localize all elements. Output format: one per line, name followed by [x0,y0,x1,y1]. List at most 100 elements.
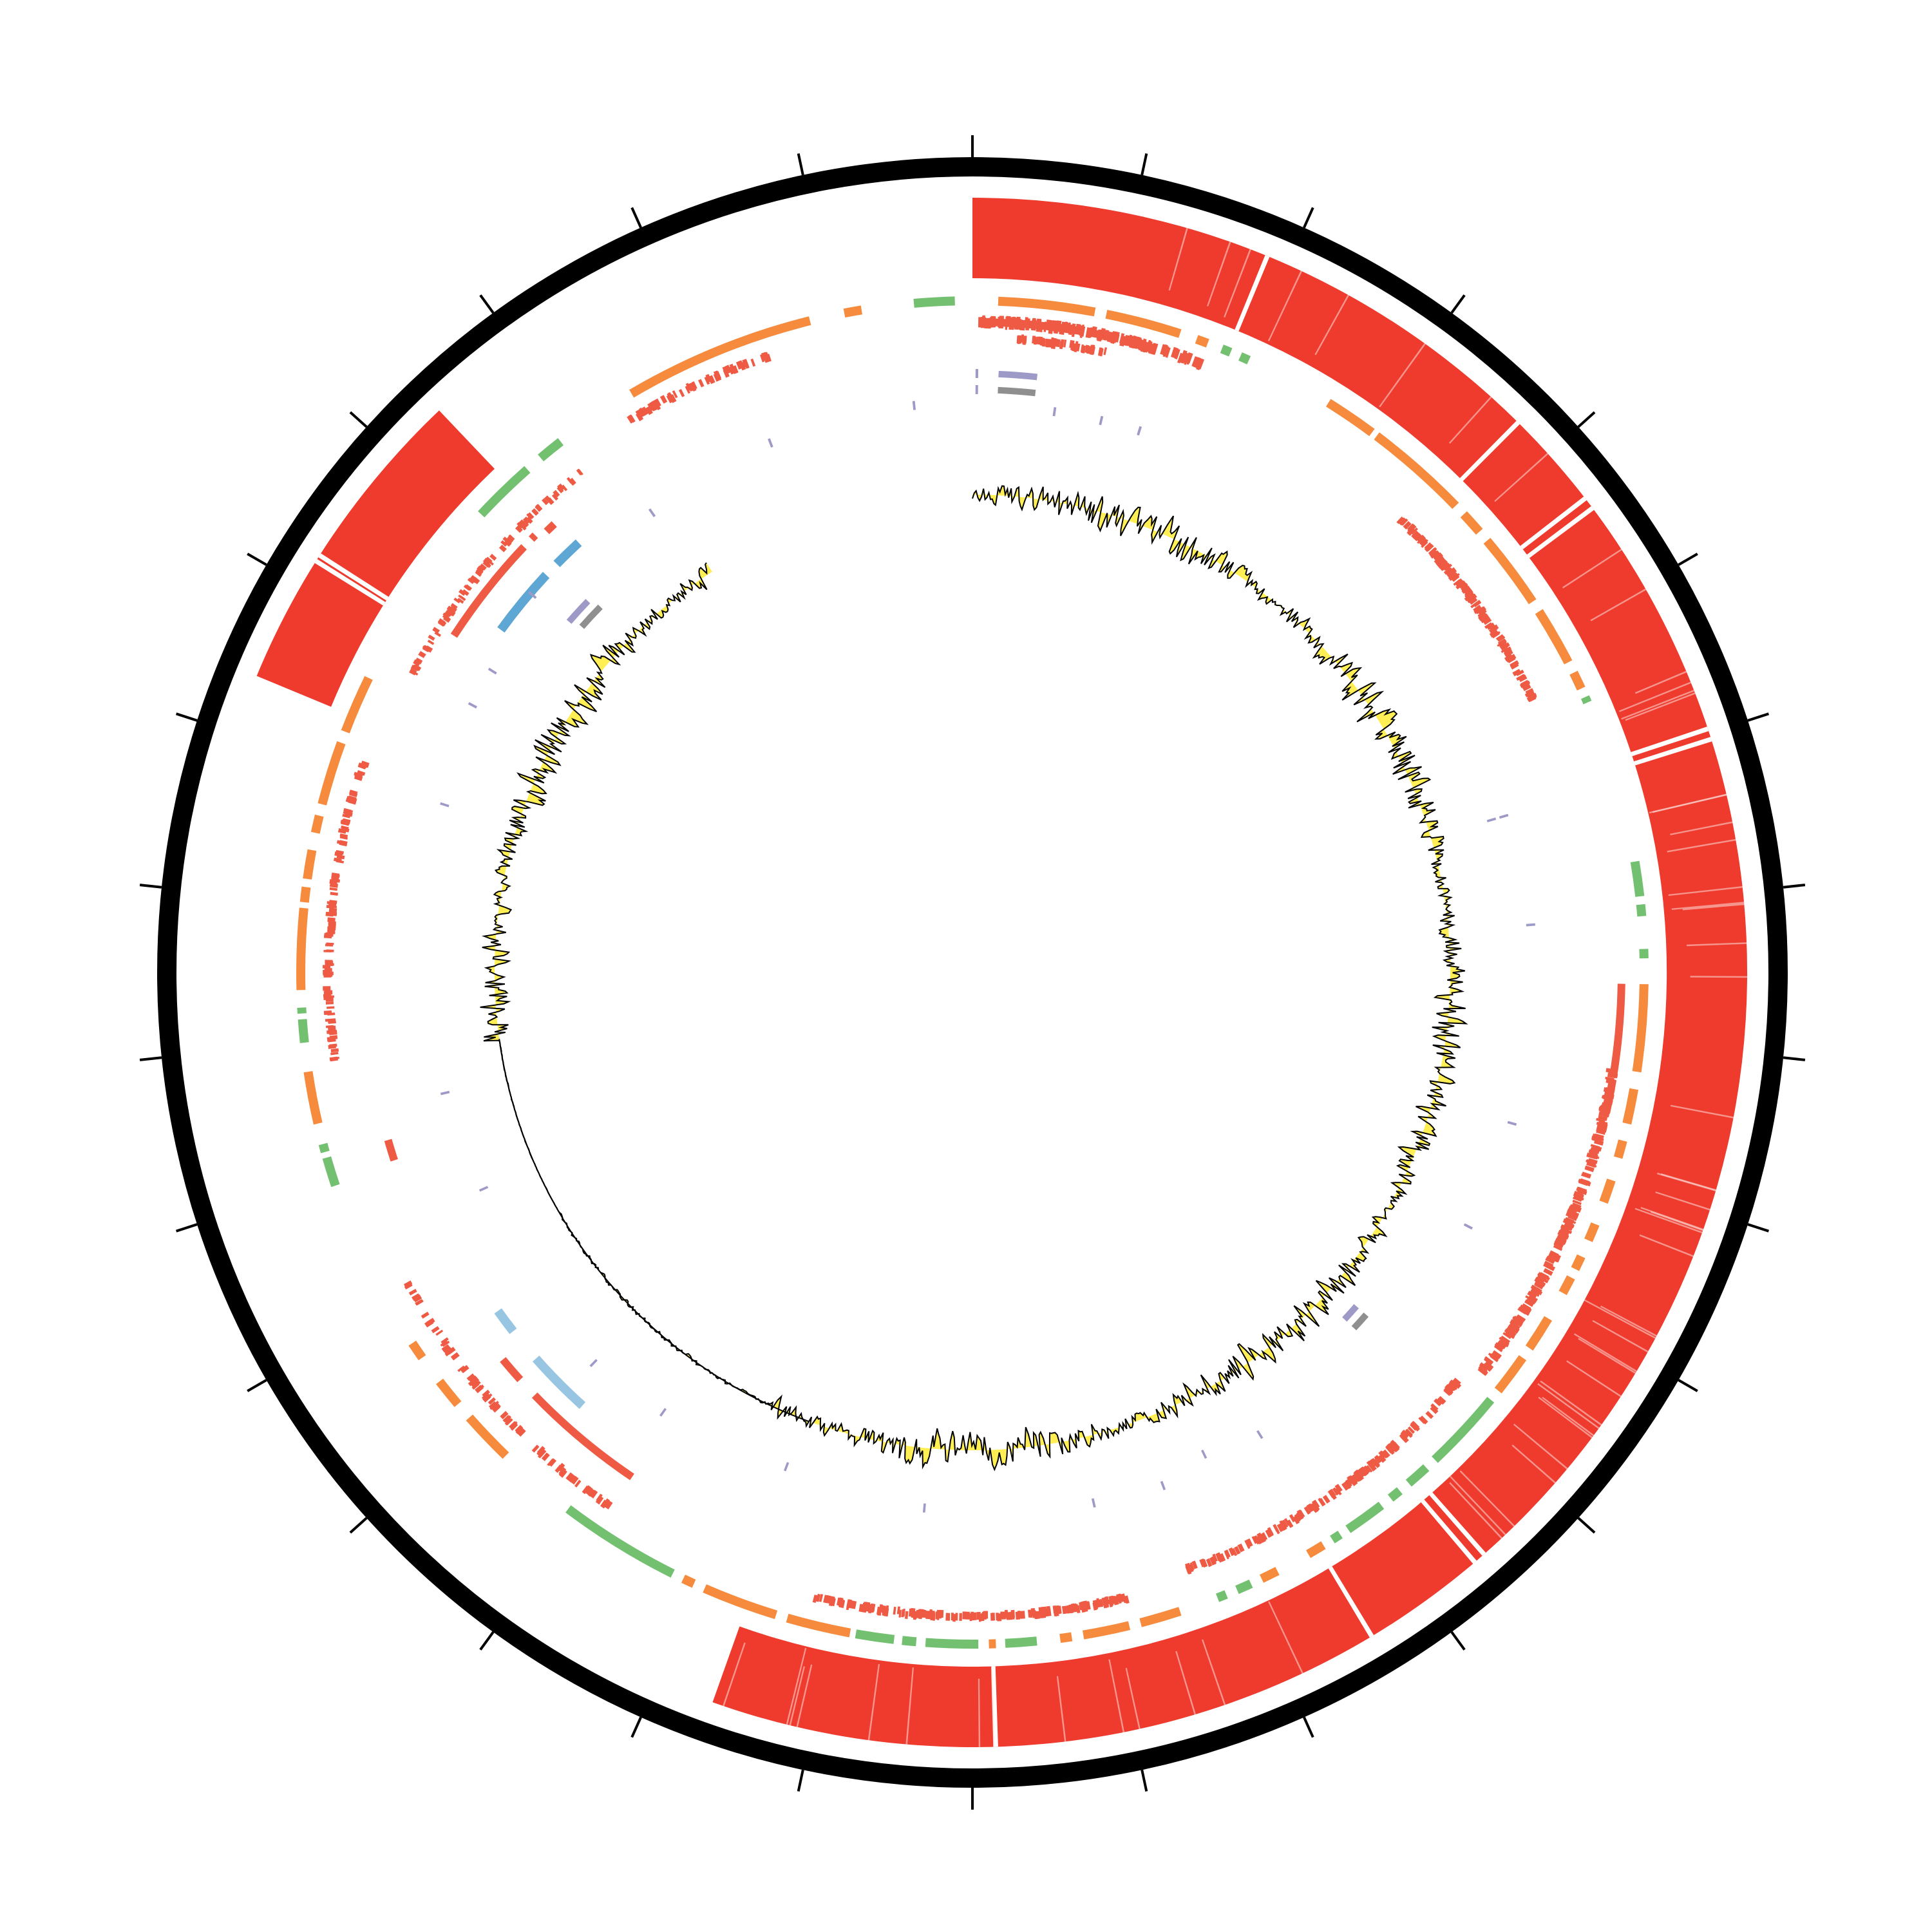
feature-tick [1128,336,1134,348]
feature-tick [1438,558,1446,566]
feature-tick [479,564,487,571]
identity-streak [1584,1299,1656,1339]
identity-streak [1448,396,1492,444]
feature-tick [1145,341,1152,353]
feature-tick [1497,1341,1506,1350]
feature-dash [1160,1481,1166,1490]
tick-mark [247,553,267,566]
feature-tick [1335,1487,1342,1495]
feature-tick [1533,1287,1543,1296]
feature-tick [460,1366,469,1373]
identity-streak [1621,690,1694,720]
feature-tick [1085,327,1092,338]
feature-tick [1234,1546,1241,1555]
feature-dash [784,1462,790,1472]
feature-dash [1099,415,1104,426]
feature-tick [1374,1455,1382,1464]
feature-tick [705,374,712,383]
tick-mark [1577,1517,1596,1534]
feature-tick [578,469,583,475]
tick-mark [1678,553,1698,566]
feature-tick [1195,357,1201,368]
identity-streak [867,1663,880,1741]
feature-tick [1289,1514,1296,1522]
feature-tick [666,394,674,404]
feature-tick [412,1293,420,1300]
feature-tick [349,791,358,797]
feature-tick [925,1611,931,1620]
identity-streak [1168,227,1188,291]
feature-tick [884,1608,889,1617]
feature-tick [1597,1128,1607,1133]
feature-tick [327,1029,336,1033]
feature-green [1216,1590,1228,1602]
feature-red [995,318,1084,336]
feature-tick [750,358,756,367]
feature-dash [440,1090,450,1095]
identity-streak [1682,903,1745,911]
feature-tick [1508,1323,1519,1332]
feature-tick [1437,1397,1444,1405]
tick-mark [1577,411,1596,428]
feature-tick [762,354,768,363]
feature-dash [659,1408,667,1417]
feature-tick [1084,345,1090,354]
feature-tick [1372,1459,1380,1468]
feature-tick [1475,607,1484,614]
feature-orange [466,1414,509,1459]
feature-green [1432,1397,1495,1463]
feature-tick [1515,1315,1525,1325]
feature-dash [1091,1498,1096,1508]
feature-tick [1430,551,1438,559]
tick-mark [175,712,198,722]
feature-tick [918,1611,923,1619]
feature-dash [768,438,773,448]
feature-tick [457,1365,465,1372]
skew-track [480,485,1468,1472]
identity-streak [1268,1601,1303,1674]
identity-streak [1449,1482,1502,1539]
feature-tick [1407,524,1416,532]
feature-tick [1273,1524,1279,1533]
feature-tick [324,968,332,972]
tick-mark [630,1716,642,1738]
feature-tick [504,1415,512,1423]
feature-tick [467,578,475,584]
identity-streak [1202,1639,1226,1705]
feature-tick [1099,348,1104,357]
feature-tick [1103,347,1107,355]
feature-tracks [296,296,1649,1649]
feature-tick [1382,1449,1390,1458]
feature-tick [1440,560,1448,567]
feature-tick [1545,1263,1555,1271]
feature-tick [408,1289,417,1296]
feature-tick [846,1602,850,1611]
tick-mark [139,884,162,889]
feature-tick [520,521,527,529]
feature-tick [471,1382,480,1390]
feature-tick [1191,356,1198,367]
identity-gap [1421,1499,1477,1564]
feature-tick [1096,1599,1103,1608]
feature-tick [627,415,634,424]
feature-tick [339,840,348,847]
feature-tick [952,1614,956,1622]
tick-mark [1450,1631,1466,1651]
feature-tick [654,402,661,410]
feature-tick [1407,1426,1415,1434]
feature-tick [972,1612,977,1620]
skew-line [480,485,1468,1472]
feature-tick [1191,1560,1198,1569]
feature-tick [955,1613,958,1621]
feature-tick [1063,339,1067,348]
feature-tick [1075,1605,1081,1613]
feature-tick [688,383,696,391]
feature-tick [1594,1133,1604,1140]
feature-tick [443,615,451,623]
skew-fill [480,486,1466,1470]
feature-tick [1401,1429,1410,1437]
feature-green [318,1142,330,1153]
feature-orange [1571,1254,1586,1271]
feature-tick [1581,1173,1591,1179]
feature-tick [531,1444,540,1453]
